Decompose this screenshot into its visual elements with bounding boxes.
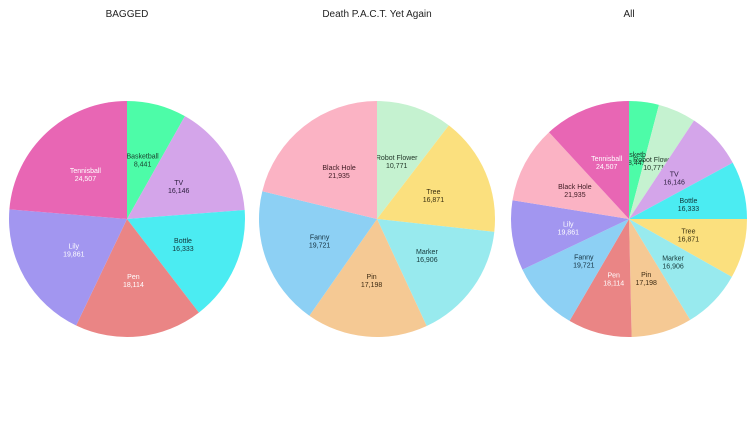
slice-value-bottle: 16,333 xyxy=(172,246,194,253)
slice-label-lily: Lily xyxy=(563,222,574,229)
pie-slice-tv xyxy=(629,120,733,219)
slice-value-tv: 16,146 xyxy=(168,188,190,195)
slice-value-pin: 17,198 xyxy=(361,282,383,289)
pie-slice-black-hole xyxy=(262,101,377,219)
pie-slice-pin xyxy=(309,219,427,338)
slice-label-tennisball: Tennisball xyxy=(70,168,102,175)
slice-label-fanny: Fanny xyxy=(574,255,594,262)
slice-label-black-hole: Black Hole xyxy=(322,165,356,172)
pie-slice-tennisball xyxy=(549,101,629,219)
slice-label-pin: Pin xyxy=(641,272,651,279)
slice-value-black-hole: 21,935 xyxy=(328,173,350,180)
slice-label-pen: Pen xyxy=(127,274,140,281)
pie-slice-marker xyxy=(629,219,732,320)
slice-label-robot-flower: Robot Flower xyxy=(633,157,675,164)
pie-slice-tree xyxy=(629,218,747,277)
slice-label-black-hole: Black Hole xyxy=(558,184,592,191)
pie-slice-lily xyxy=(8,209,128,326)
pie-slice-tree xyxy=(377,125,495,232)
slice-value-fanny: 19,721 xyxy=(573,263,595,270)
slice-value-black-hole: 21,935 xyxy=(564,192,586,199)
slice-label-pen: Pen xyxy=(607,272,620,279)
slice-value-robot-flower: 10,771 xyxy=(643,165,665,172)
pie-slice-tennisball xyxy=(9,101,128,219)
pie-slice-fanny xyxy=(522,219,629,321)
pie-slice-basketball xyxy=(629,101,659,219)
slice-label-bottle: Bottle xyxy=(680,198,698,205)
slice-label-tree: Tree xyxy=(681,229,695,236)
slice-value-tv: 16,146 xyxy=(663,180,685,187)
slice-value-bottle: 16,333 xyxy=(678,206,700,213)
slice-label-robot-flower: Robot Flower xyxy=(376,155,418,162)
pie-slice-lily xyxy=(510,200,629,270)
slice-value-marker: 16,906 xyxy=(662,264,684,271)
pie-slice-tv xyxy=(127,116,245,219)
slice-label-basketball: Basketball xyxy=(126,154,159,161)
pie-slice-pen xyxy=(569,219,632,337)
pie-title-all: All xyxy=(623,9,634,20)
slice-label-bottle: Bottle xyxy=(174,238,192,245)
pie-slice-pin xyxy=(629,219,691,337)
slice-value-fanny: 19,721 xyxy=(309,243,331,250)
slice-value-robot-flower: 10,771 xyxy=(386,163,408,170)
slice-value-marker: 16,906 xyxy=(416,257,438,264)
slice-value-pen: 18,114 xyxy=(603,280,624,287)
pie-slice-bottle xyxy=(127,209,245,313)
slice-label-basketball: Basketball xyxy=(621,152,654,159)
pie-slice-marker xyxy=(377,219,495,327)
pie-slice-fanny xyxy=(258,191,377,316)
pie-slice-basketball xyxy=(127,101,185,219)
slice-value-tennisball: 24,507 xyxy=(75,176,97,183)
slice-label-lily: Lily xyxy=(69,244,80,251)
pie-slice-black-hole xyxy=(512,132,629,219)
slice-label-pin: Pin xyxy=(367,274,377,281)
pie-title-bagged: BAGGED xyxy=(106,9,149,20)
slice-value-tennisball: 24,507 xyxy=(596,164,618,171)
slice-label-tree: Tree xyxy=(426,189,440,196)
slice-value-basketball: 8,441 xyxy=(628,160,646,167)
slice-value-lily: 19,861 xyxy=(558,230,580,237)
slice-value-pin: 17,198 xyxy=(635,280,657,287)
slice-label-fanny: Fanny xyxy=(310,235,330,242)
slice-value-basketball: 8,441 xyxy=(134,162,152,169)
slice-value-tree: 16,871 xyxy=(423,197,445,204)
slice-value-lily: 19,861 xyxy=(63,252,85,259)
pie-title-death-pact: Death P.A.C.T. Yet Again xyxy=(322,9,431,20)
slice-label-marker: Marker xyxy=(662,256,684,263)
pie-slice-robot-flower xyxy=(629,104,695,219)
slice-label-marker: Marker xyxy=(416,249,438,256)
slice-label-tennisball: Tennisball xyxy=(591,156,623,163)
slice-value-pen: 18,114 xyxy=(123,282,144,289)
slice-value-tree: 16,871 xyxy=(678,237,700,244)
slice-label-tv: TV xyxy=(174,180,183,187)
pie-slice-robot-flower xyxy=(377,101,449,219)
pie-slice-bottle xyxy=(629,162,747,219)
pie-slice-pen xyxy=(76,219,199,338)
slice-label-tv: TV xyxy=(670,172,679,179)
